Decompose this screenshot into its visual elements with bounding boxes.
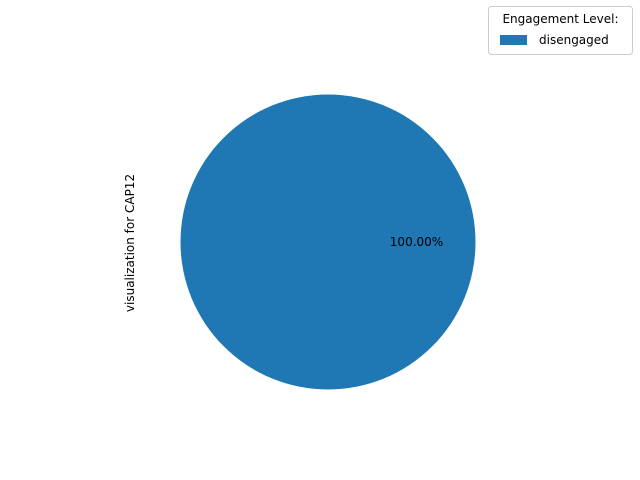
percent-labels: 100.00% bbox=[390, 235, 443, 249]
pie-slices bbox=[180, 94, 476, 390]
y-axis-label: visualization for CAP12 bbox=[123, 174, 137, 312]
legend-title: Engagement Level: bbox=[502, 12, 618, 26]
legend-swatch-disengaged bbox=[500, 35, 527, 45]
pie-slice-disengaged bbox=[180, 94, 476, 390]
legend: Engagement Level: disengaged bbox=[488, 6, 633, 55]
percent-label-disengaged: 100.00% bbox=[390, 235, 443, 249]
legend-label-disengaged: disengaged bbox=[539, 33, 609, 47]
